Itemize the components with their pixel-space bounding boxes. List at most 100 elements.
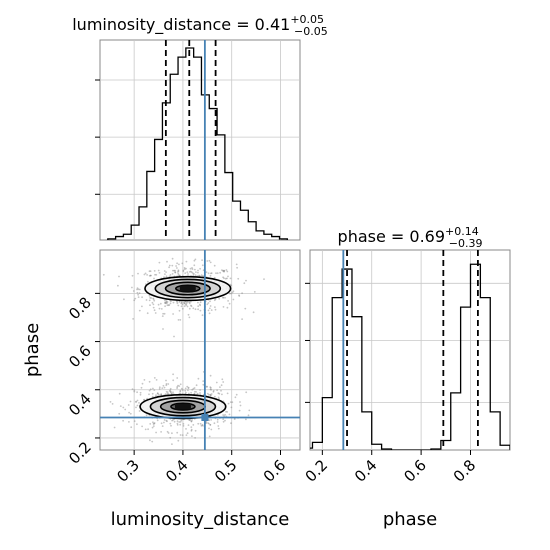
joint-sample-point [133,389,136,391]
joint-sample-point [169,389,172,392]
joint-sample-point [215,272,217,275]
joint-sample-point [217,396,220,399]
joint-sample-point [178,274,180,277]
joint-sample-point [245,418,247,421]
joint-sample-point [226,306,229,309]
joint-sample-point [188,316,191,319]
joint-sample-point [172,373,175,376]
joint-sample-point [233,418,236,420]
joint-sample-point [180,305,183,308]
joint-sample-point [179,383,182,386]
joint-sample-point [179,421,182,423]
joint-sample-point [168,304,171,306]
joint-sample-point [192,274,195,276]
joint-sample-point [199,267,202,270]
joint-sample-point [183,267,186,269]
joint-sample-point [167,383,170,385]
joint-sample-point [222,296,224,299]
joint-sample-point [141,296,144,299]
joint-sample-point [133,420,136,422]
joint-sample-point [181,262,184,265]
joint-sample-point [216,272,219,275]
joint-sample-point [186,432,189,435]
joint-sample-point [192,424,195,426]
joint-sample-point [102,273,105,276]
joint-sample-point [224,419,226,422]
joint-sample-point [199,304,202,307]
joint-sample-point [157,303,160,306]
joint-sample-point [244,307,247,310]
joint-sample-point [139,393,142,396]
joint-sample-point [206,392,209,395]
joint-sample-point [207,393,210,396]
joint-sample-point [189,270,192,273]
joint-sample-point [182,269,185,272]
joint-sample-point [168,390,171,392]
joint-sample-point [148,299,151,302]
joint-core-0 [179,285,196,292]
joint-sample-point [190,429,193,432]
joint-sample-point [197,305,200,308]
joint-sample-point [187,313,190,316]
joint-sample-point [166,301,169,303]
joint-sample-point [161,315,164,317]
joint-sample-point [216,421,219,423]
joint-sample-point [156,419,159,422]
joint-sample-point [226,392,229,395]
joint-panel: 0.3 0.4 0.5 0.6 0.2 0.4 0.6 0.8 luminosity_dis… [22,249,301,530]
joint-ytick-label-1: 0.4 [65,390,95,420]
joint-sample-point [146,274,149,276]
joint-sample-point [122,419,124,422]
ld-hist-step [107,47,288,240]
joint-sample-point [210,428,213,431]
joint-sample-point [152,421,154,424]
joint-sample-point [164,302,167,304]
joint-sample-point [181,303,184,306]
joint-sample-point [165,300,168,303]
joint-sample-point [122,406,125,409]
joint-sample-point [171,273,174,275]
joint-sample-point [237,277,240,280]
joint-sample-point [176,267,178,269]
joint-sample-point [179,423,182,426]
joint-sample-point [154,312,157,314]
joint-sample-point [191,272,194,274]
joint-sample-point [167,432,170,434]
joint-xtick-label-0: 0.3 [113,456,143,486]
joint-sample-point [190,304,192,307]
joint-sample-point [164,301,167,304]
joint-sample-point [190,426,193,428]
joint-sample-point [137,293,140,296]
joint-sample-point [151,440,154,443]
ld-hist-grid [100,40,300,240]
joint-sample-point [158,386,161,389]
phase-hist-xtick-label-1: 0.4 [351,456,381,486]
joint-sample-point [212,389,215,392]
joint-sample-point [187,424,190,426]
joint-sample-point [248,409,251,412]
joint-sample-point [226,411,229,413]
joint-sample-point [208,435,211,438]
joint-sample-point [190,428,193,431]
joint-sample-point [225,410,227,413]
ld-hist-title-sub: −0.05 [294,25,328,38]
joint-sample-point [131,388,134,390]
joint-sample-point [182,425,185,427]
joint-sample-point [143,273,146,276]
joint-sample-point [174,271,177,274]
joint-sample-point [202,383,205,386]
joint-sample-point [137,288,140,291]
joint-sample-point [189,300,192,303]
joint-sample-point [170,392,173,395]
joint-sample-point [188,301,191,304]
joint-sample-point [166,430,169,433]
joint-sample-point [163,386,166,389]
joint-sample-point [143,398,146,401]
joint-sample-point [163,419,166,421]
joint-sample-point [183,268,186,271]
joint-sample-point [188,271,191,273]
joint-sample-point [128,411,131,414]
joint-sample-point [136,423,138,426]
joint-sample-point [202,380,205,382]
joint-sample-point [182,423,185,425]
